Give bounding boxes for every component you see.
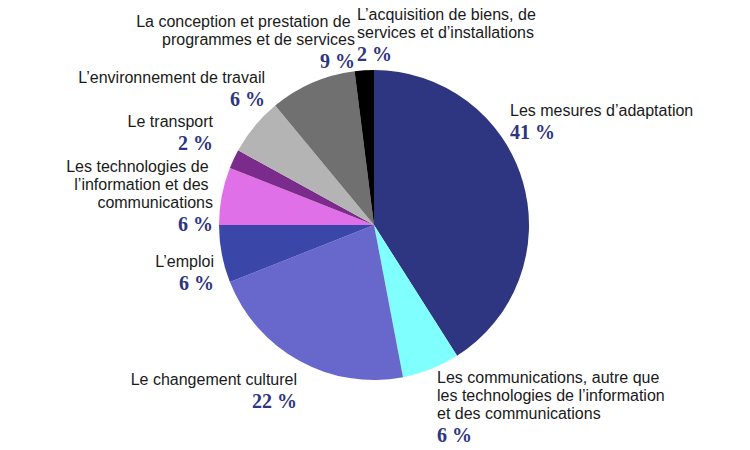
category-label-line: L’emploi	[155, 253, 214, 270]
data-label: 41 %	[510, 121, 555, 143]
category-label-line: communications	[97, 194, 213, 211]
category-label: Le changement culturel	[131, 371, 297, 388]
category-label-line: La conception et prestation de	[136, 13, 355, 30]
data-label: 6 %	[179, 272, 214, 294]
data-label: 2 %	[178, 132, 213, 154]
category-label: La conception et prestation de programme…	[136, 13, 355, 48]
chart: Les mesures d’adaptation 41 % Les communic…	[0, 0, 750, 450]
category-label-line: Les communications, autre que	[437, 369, 664, 386]
category-label-line: les technologies de l’information	[437, 387, 669, 404]
category-label: Le transport	[128, 113, 214, 130]
category-label: L’acquisition de biens, de services et d…	[357, 6, 540, 41]
category-label-line: services et d’installations	[357, 24, 534, 41]
category-label: Les technologies de l’information et des…	[66, 158, 213, 211]
data-label: 9 %	[320, 50, 355, 72]
category-label-line: Le transport	[128, 113, 214, 130]
category-label-line: et des communications	[437, 405, 601, 422]
category-label-line: l’information et des	[74, 176, 213, 193]
category-label-line: Les mesures d’adaptation	[510, 102, 693, 119]
pie-slice	[219, 225, 374, 282]
pie	[219, 70, 529, 380]
category-label-line: Le changement culturel	[131, 371, 297, 388]
category-label: L’environnement de travail	[78, 69, 265, 86]
data-label: 22 %	[252, 390, 297, 412]
data-label: 6 %	[437, 424, 472, 446]
data-label: 2 %	[357, 43, 392, 65]
category-label-line: programmes et de services	[162, 31, 355, 48]
category-label: L’emploi	[155, 253, 214, 270]
data-label: 6 %	[178, 213, 213, 235]
pie-slice	[355, 70, 374, 225]
category-label-line: L’acquisition de biens, de	[357, 6, 540, 23]
data-label: 6 %	[230, 88, 265, 110]
category-label: Les mesures d’adaptation	[510, 102, 693, 119]
category-label-line: L’environnement de travail	[78, 69, 265, 86]
labels: Les mesures d’adaptation 41 % Les communic…	[66, 6, 693, 446]
category-label-line: Les technologies de	[66, 158, 213, 175]
category-label: Les communications, autre que les techno…	[437, 369, 669, 422]
